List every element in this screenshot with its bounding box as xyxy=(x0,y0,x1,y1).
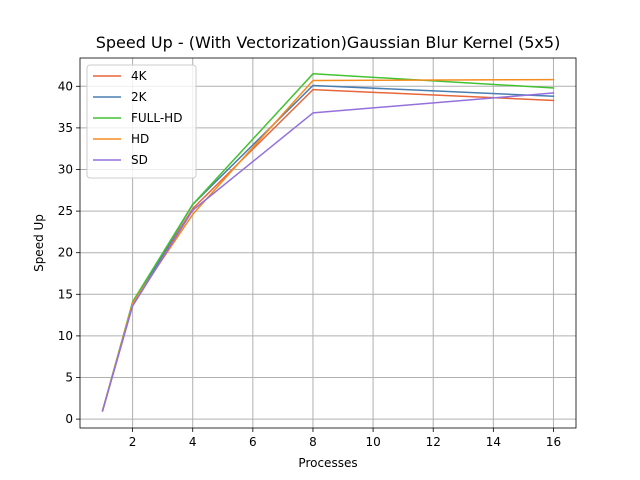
x-tick-label: 10 xyxy=(365,435,380,449)
x-tick-label: 16 xyxy=(546,435,561,449)
x-tick-label: 4 xyxy=(189,435,197,449)
x-tick-label: 14 xyxy=(486,435,501,449)
legend-label: SD xyxy=(131,153,148,167)
legend-label: 4K xyxy=(131,69,148,83)
x-axis-ticks: 2 4 6 8 10 12 14 16 xyxy=(129,428,561,449)
y-axis-label: Speed Up xyxy=(32,214,46,272)
y-tick-label: 5 xyxy=(65,370,73,384)
plot-frame xyxy=(79,57,577,429)
y-tick-label: 10 xyxy=(58,329,73,343)
y-axis-ticks: 0 5 10 15 20 25 30 35 40 xyxy=(58,79,80,426)
x-axis-label: Processes xyxy=(298,456,357,470)
y-tick-label: 20 xyxy=(58,246,73,260)
y-tick-label: 40 xyxy=(58,79,73,93)
x-tick-label: 2 xyxy=(129,435,137,449)
chart-title: Speed Up - (With Vectorization)Gaussian … xyxy=(96,33,561,52)
legend-label: HD xyxy=(131,132,149,146)
y-tick-label: 30 xyxy=(58,162,73,176)
series-line-sd xyxy=(101,92,555,412)
x-tick-label: 12 xyxy=(426,435,441,449)
x-tick-label: 8 xyxy=(309,435,317,449)
y-tick-label: 15 xyxy=(58,287,73,301)
legend: 4K 2K FULL-HD HD SD xyxy=(86,64,197,179)
series-lines xyxy=(101,73,555,412)
y-tick-label: 0 xyxy=(65,412,73,426)
y-tick-label: 35 xyxy=(58,121,73,135)
y-tick-label: 25 xyxy=(58,204,73,218)
x-tick-label: 6 xyxy=(249,435,257,449)
legend-label: FULL-HD xyxy=(131,111,182,125)
legend-label: 2K xyxy=(131,90,148,104)
legend-box xyxy=(86,64,197,179)
